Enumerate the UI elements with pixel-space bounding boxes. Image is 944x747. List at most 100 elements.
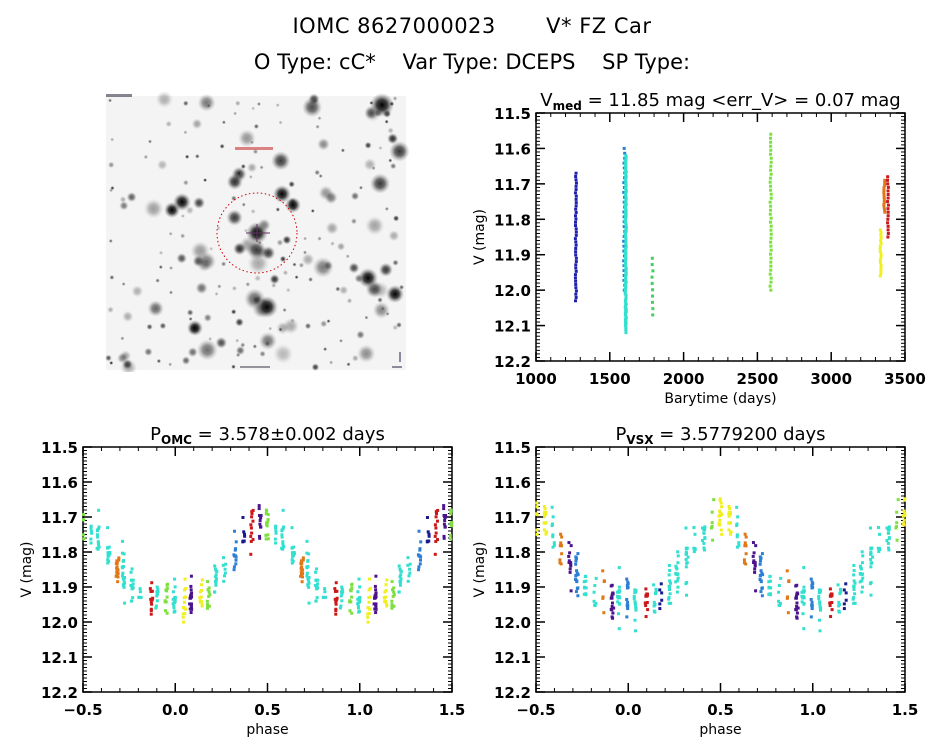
data-point bbox=[624, 270, 628, 274]
data-point bbox=[358, 599, 362, 603]
star bbox=[392, 215, 400, 222]
data-point bbox=[535, 501, 539, 505]
star bbox=[203, 313, 212, 323]
data-point bbox=[573, 191, 577, 195]
data-point bbox=[265, 524, 269, 528]
data-point bbox=[622, 166, 626, 170]
data-point bbox=[844, 591, 848, 595]
data-point bbox=[150, 589, 154, 593]
data-point bbox=[234, 555, 238, 559]
data-point bbox=[181, 612, 185, 616]
data-point bbox=[280, 546, 284, 550]
data-point bbox=[623, 167, 627, 171]
star bbox=[389, 162, 397, 170]
data-point bbox=[234, 558, 238, 562]
data-point bbox=[433, 552, 437, 556]
data-point bbox=[611, 611, 615, 615]
data-point bbox=[769, 264, 773, 268]
data-point bbox=[667, 596, 671, 600]
data-point bbox=[138, 595, 142, 599]
data-point bbox=[693, 548, 697, 552]
data-point bbox=[717, 522, 721, 526]
data-point bbox=[367, 607, 371, 611]
star bbox=[180, 233, 186, 239]
data-point bbox=[610, 583, 614, 587]
data-point bbox=[652, 609, 656, 613]
data-point bbox=[398, 575, 402, 579]
data-point bbox=[544, 510, 548, 514]
data-point bbox=[752, 559, 756, 563]
data-point bbox=[306, 559, 310, 563]
star bbox=[184, 154, 190, 159]
data-point bbox=[282, 545, 286, 549]
data-point bbox=[728, 506, 732, 510]
data-point bbox=[767, 586, 771, 590]
data-point bbox=[574, 230, 578, 234]
data-point bbox=[623, 230, 627, 234]
data-point bbox=[574, 224, 578, 228]
data-point bbox=[301, 558, 305, 562]
data-point bbox=[213, 579, 217, 583]
data-point bbox=[306, 559, 310, 563]
data-point bbox=[624, 243, 628, 247]
data-point bbox=[575, 571, 579, 575]
data-point bbox=[601, 569, 605, 573]
star bbox=[324, 190, 338, 205]
data-point bbox=[777, 603, 781, 607]
data-point bbox=[182, 620, 186, 624]
data-point bbox=[623, 159, 627, 163]
data-point bbox=[624, 215, 628, 219]
data-point bbox=[860, 550, 864, 554]
data-point bbox=[617, 589, 621, 593]
data-point bbox=[582, 580, 586, 584]
data-point bbox=[728, 512, 732, 516]
data-point bbox=[367, 612, 371, 616]
data-point bbox=[768, 200, 772, 204]
data-point bbox=[878, 274, 882, 278]
star bbox=[276, 239, 284, 247]
star bbox=[392, 96, 398, 101]
data-point bbox=[356, 597, 360, 601]
data-point bbox=[314, 584, 318, 588]
data-point bbox=[163, 599, 167, 603]
data-point bbox=[120, 551, 124, 555]
data-point bbox=[703, 536, 707, 540]
data-point bbox=[350, 582, 354, 586]
data-point bbox=[759, 590, 763, 594]
data-point bbox=[189, 596, 193, 600]
data-point bbox=[116, 568, 120, 572]
data-point bbox=[735, 545, 739, 549]
star bbox=[301, 252, 315, 267]
data-point bbox=[727, 504, 731, 508]
data-point bbox=[844, 582, 848, 586]
data-point bbox=[668, 569, 672, 573]
data-point bbox=[623, 171, 627, 175]
data-point bbox=[339, 594, 343, 598]
data-point bbox=[123, 581, 127, 585]
data-point bbox=[777, 584, 781, 588]
star bbox=[254, 274, 262, 282]
data-point bbox=[869, 546, 873, 550]
data-point bbox=[234, 562, 238, 566]
data-point bbox=[626, 605, 630, 609]
data-point bbox=[624, 179, 628, 183]
series-epoch-4 bbox=[650, 256, 655, 317]
data-point bbox=[280, 528, 284, 532]
star bbox=[275, 207, 281, 212]
star bbox=[231, 285, 238, 291]
data-point bbox=[574, 227, 578, 231]
data-point bbox=[543, 510, 547, 514]
data-point bbox=[634, 605, 638, 609]
star bbox=[108, 238, 113, 244]
data-point bbox=[576, 552, 580, 556]
data-point bbox=[617, 594, 621, 598]
data-point bbox=[120, 574, 124, 578]
data-point bbox=[173, 596, 177, 600]
star bbox=[256, 101, 262, 107]
star bbox=[180, 214, 185, 219]
data-point bbox=[879, 236, 883, 240]
data-point bbox=[259, 516, 263, 520]
data-point bbox=[116, 571, 120, 575]
data-point bbox=[795, 601, 799, 605]
data-point bbox=[350, 583, 354, 587]
